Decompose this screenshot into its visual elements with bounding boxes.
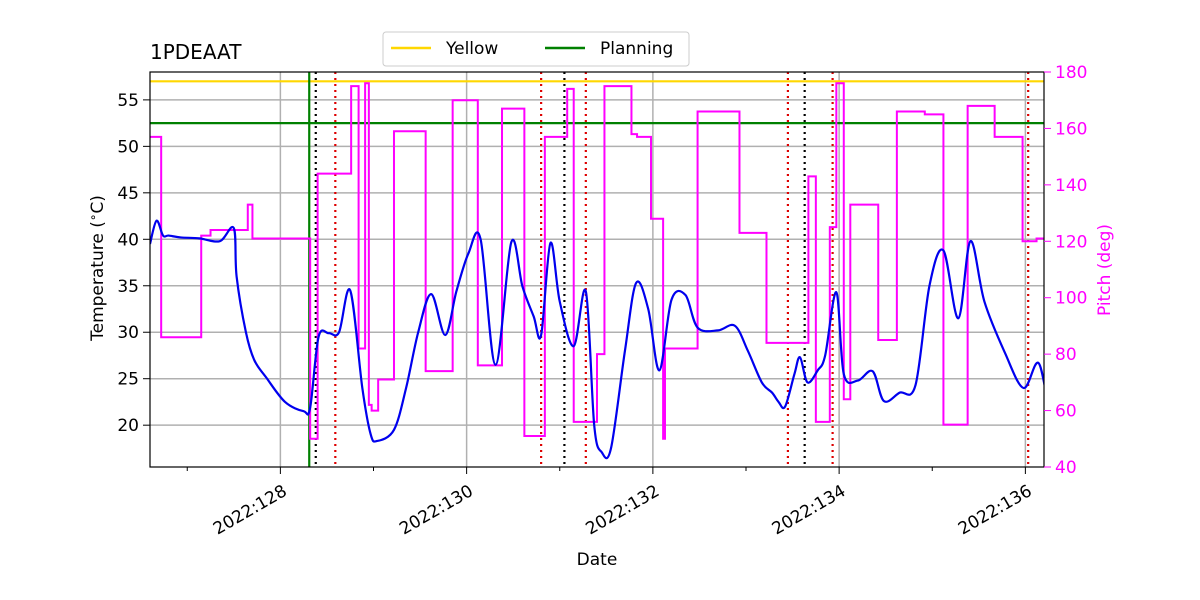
x-tick-label: 2022:136	[955, 481, 1036, 539]
y-axis-label-degree: ∘	[86, 214, 100, 222]
y-tick-label: 40	[117, 230, 139, 250]
x-tick-label: 2022:130	[396, 481, 477, 539]
x-tick-label: 2022:134	[769, 481, 850, 539]
y-tick-label: 20	[117, 416, 139, 436]
plot-frame	[149, 71, 1045, 468]
y-tick-label: 35	[117, 277, 139, 297]
x-tick-label: 2022:132	[582, 481, 663, 539]
legend-yellow-label: Yellow	[445, 39, 498, 59]
y2-tick-label: 80	[1055, 345, 1077, 365]
y-axis-label-text: Temperature (	[88, 221, 108, 342]
x-axis-label: Date	[577, 550, 618, 570]
y-tick-label: 55	[117, 91, 139, 111]
y2-tick-label: 120	[1055, 232, 1087, 252]
y2-tick-label: 60	[1055, 402, 1077, 422]
legend-planning-label: Planning	[600, 39, 673, 59]
y2-tick-label: 180	[1055, 63, 1087, 83]
legend: Yellow Planning	[382, 31, 690, 67]
y-tick-label: 25	[117, 370, 139, 390]
y-axis-label: Temperature (∘C)	[86, 195, 108, 342]
limit-lines	[150, 80, 1044, 125]
y-axis-left: 20 25 30 35 40 45 50 55	[117, 91, 150, 436]
y2-tick-label: 40	[1055, 458, 1077, 478]
x-axis: 2022:128 2022:130 2022:132 2022:134 2022:136	[186, 467, 1036, 539]
y-axis-label-unit: C)	[88, 195, 108, 214]
y-axis-right: 40 60 80 100 120 140 160 180	[1044, 63, 1087, 478]
chart-title: 1PDEAAT	[150, 40, 242, 64]
x-tick-label: 2022:128	[210, 481, 291, 539]
y-tick-label: 30	[117, 323, 139, 343]
y2-tick-label: 160	[1055, 119, 1087, 139]
y-tick-label: 45	[117, 184, 139, 204]
y2-tick-label: 140	[1055, 176, 1087, 196]
grid	[150, 72, 1044, 467]
y-tick-label: 50	[117, 137, 139, 157]
temperature-series-line	[150, 219, 1044, 460]
data-series	[150, 82, 1044, 460]
y2-axis-label: Pitch (deg)	[1095, 224, 1115, 316]
y2-tick-label: 100	[1055, 289, 1087, 309]
legend-box	[382, 31, 690, 67]
pitch-series-line	[150, 82, 1044, 440]
